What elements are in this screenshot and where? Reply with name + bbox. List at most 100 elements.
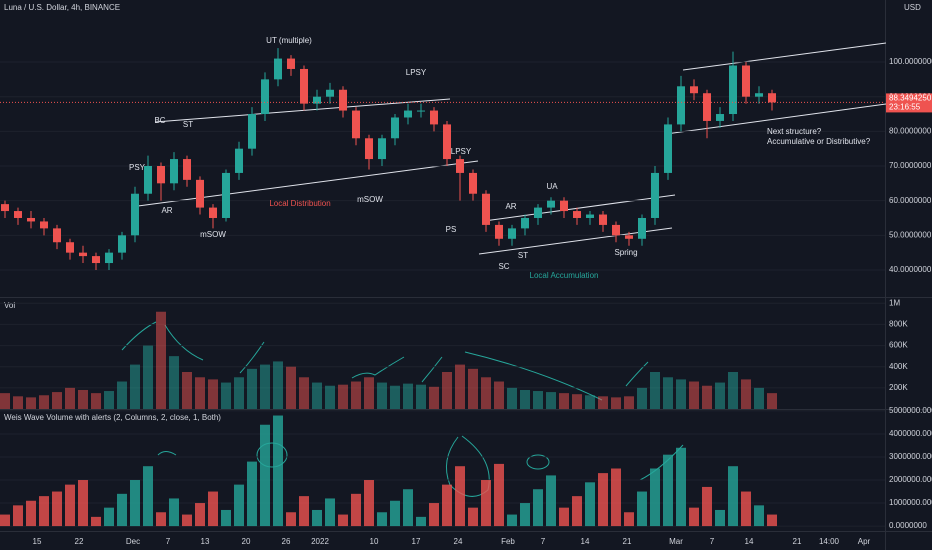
annotation: UT (multiple) <box>266 36 312 45</box>
scribble <box>445 435 490 497</box>
bar <box>39 496 49 527</box>
candle-body <box>547 200 555 208</box>
candle-body <box>352 110 360 139</box>
bar <box>676 447 686 527</box>
bar <box>260 424 270 527</box>
scribble <box>157 451 177 456</box>
candle-body <box>326 89 334 97</box>
x-tick-label: 24 <box>454 537 463 546</box>
candle-body <box>261 79 269 115</box>
bar <box>468 507 478 527</box>
x-tick-label: Apr <box>858 537 871 546</box>
candle-body <box>391 117 399 139</box>
bar <box>585 482 595 527</box>
bar <box>702 385 712 409</box>
bar <box>611 397 621 409</box>
bar <box>91 393 101 409</box>
x-tick-label: 15 <box>33 537 42 546</box>
bar <box>13 505 23 527</box>
y-tick-label: 1M <box>889 298 900 307</box>
bar <box>117 381 127 409</box>
y-tick-label: 400K <box>889 362 908 371</box>
arrow <box>464 351 603 401</box>
bar <box>715 509 725 527</box>
y-tick-label: 60.0000000 <box>889 196 932 205</box>
bar <box>39 395 49 409</box>
candle-body <box>664 124 672 173</box>
bar <box>299 377 309 409</box>
y-tick-label: 1000000.0000000 <box>889 498 932 507</box>
candle-body <box>456 159 464 173</box>
x-tick-label: 2022 <box>311 537 329 546</box>
candle-body <box>612 224 620 236</box>
bar <box>221 382 231 409</box>
annotation: ST <box>183 120 193 129</box>
candle-body <box>677 86 685 125</box>
bar <box>598 396 608 409</box>
x-tick-label: 17 <box>412 537 421 546</box>
bar <box>741 491 751 527</box>
x-tick-label: 7 <box>166 537 171 546</box>
bar <box>546 475 556 527</box>
candle-body <box>482 193 490 225</box>
bar <box>455 364 465 409</box>
bar <box>208 379 218 409</box>
candle-body <box>183 159 191 180</box>
last-price-box <box>886 93 932 113</box>
x-tick-label: 7 <box>710 537 715 546</box>
candle-body <box>157 166 165 184</box>
candle-body <box>53 228 61 243</box>
bar <box>338 384 348 409</box>
bar <box>455 466 465 527</box>
candle-body <box>599 214 607 225</box>
last-price-label: 88.3494250 <box>889 94 932 103</box>
bar <box>351 381 361 409</box>
x-tick-label: 13 <box>201 537 210 546</box>
bar <box>429 503 439 527</box>
y-tick-label: 200K <box>889 383 908 392</box>
candle-body <box>300 68 308 104</box>
annotation: Spring <box>614 248 637 257</box>
bar <box>494 463 504 527</box>
trend-line <box>665 103 887 135</box>
bar <box>65 484 75 527</box>
bar <box>403 489 413 527</box>
annotation: ST <box>518 251 528 260</box>
annotation: BC <box>154 116 165 125</box>
bar <box>104 391 114 409</box>
y-tick-label: 2000000.0000000 <box>889 475 932 484</box>
bar <box>650 468 660 527</box>
y-tick-label: 600K <box>889 341 908 350</box>
x-tick-label: Dec <box>126 537 140 546</box>
candle-body <box>92 256 100 264</box>
bar <box>195 377 205 409</box>
bar <box>481 480 491 527</box>
candle-body <box>768 93 776 103</box>
bar <box>234 484 244 527</box>
annotation: SC <box>498 262 509 271</box>
bar <box>637 491 647 527</box>
bar <box>78 389 88 409</box>
bar <box>546 392 556 409</box>
bar <box>325 385 335 409</box>
candle-body <box>170 159 178 184</box>
bar <box>78 480 88 527</box>
trend-line <box>682 42 887 71</box>
bar <box>195 503 205 527</box>
arrow <box>351 356 405 379</box>
bar <box>156 512 166 527</box>
bar <box>767 514 777 527</box>
candle-body <box>313 96 321 104</box>
bar <box>702 486 712 527</box>
y-tick-label: 50.0000000 <box>889 230 932 239</box>
bar <box>715 382 725 409</box>
bar <box>52 392 62 409</box>
candle-body <box>703 93 711 121</box>
x-tick-label: Feb <box>501 537 515 546</box>
candle-body <box>625 235 633 239</box>
annotation: mSOW <box>357 195 383 204</box>
bar <box>390 385 400 409</box>
bar <box>156 311 166 409</box>
candle-body <box>638 217 646 239</box>
